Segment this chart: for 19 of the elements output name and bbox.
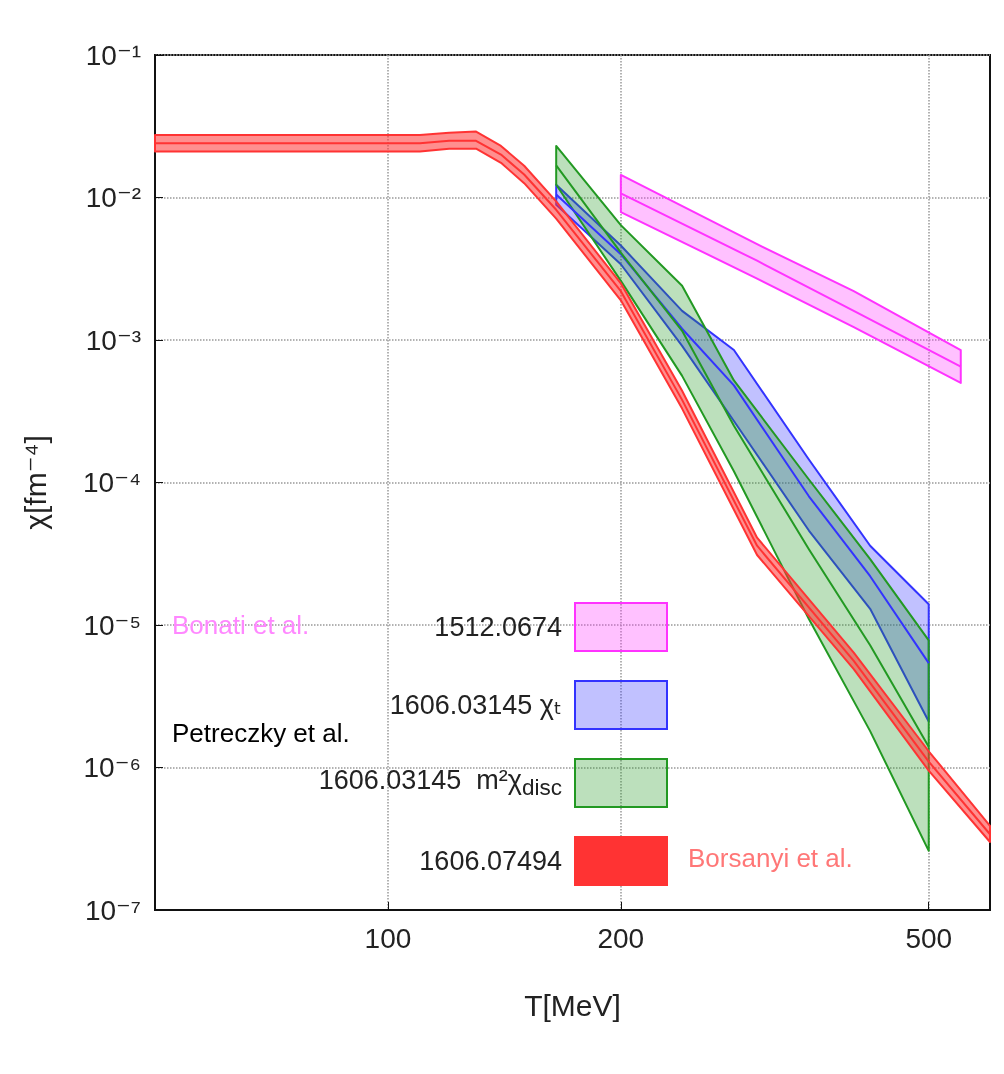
legend-label: 1606.03145 χₜ [389,689,562,721]
x-axis-title: T[MeV] [524,988,621,1022]
x-tick-label: 500 [905,922,953,954]
annotation: Borsanyi et al. [688,843,853,874]
annotation: Bonati et al. [172,610,310,641]
x-tick-label: 200 [597,922,645,954]
y-tick-label: 10⁻⁶ [83,752,141,783]
legend-label: 1606.07494 [419,845,562,877]
y-tick-label: 10⁻⁵ [83,609,141,641]
legend-label: 1606.03145 m²χ$_{disc}$ [318,764,562,802]
annotation: Petreczky et al. [172,718,350,749]
y-axis-title: χ[fm⁻⁴] [18,435,52,530]
y-tick-label: 10⁻² [85,182,141,213]
y-tick-label: 10⁻¹ [85,39,141,71]
y-tick-label: 10⁻³ [85,324,141,356]
legend-label: 1512.0674 [434,611,562,643]
y-tick-label: 10⁻⁴ [83,467,141,498]
x-tick-label: 100 [364,922,412,954]
y-tick-label: 10⁻⁷ [84,894,141,926]
